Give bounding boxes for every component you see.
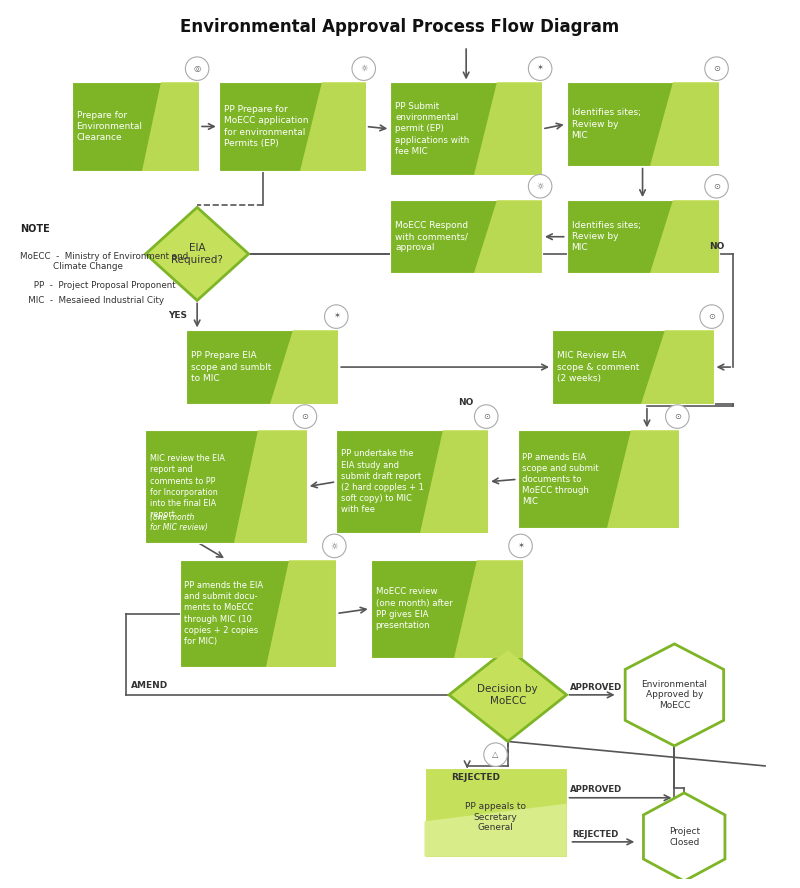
Text: MIC Review EIA
scope & comment
(2 weeks): MIC Review EIA scope & comment (2 weeks) <box>557 352 639 383</box>
Circle shape <box>322 535 346 558</box>
Text: APPROVED: APPROVED <box>570 683 622 692</box>
Text: Prepare for
Environmental
Clearance: Prepare for Environmental Clearance <box>77 111 142 142</box>
Polygon shape <box>650 83 718 166</box>
Text: REJECTED: REJECTED <box>573 829 619 838</box>
Circle shape <box>509 535 532 558</box>
FancyBboxPatch shape <box>566 83 718 166</box>
Text: MIC review the EIA
report and
comments to PP
for Incorporation
into the final EI: MIC review the EIA report and comments t… <box>150 455 225 519</box>
Polygon shape <box>625 644 724 746</box>
Circle shape <box>293 405 317 428</box>
FancyBboxPatch shape <box>390 200 542 274</box>
Polygon shape <box>449 648 566 741</box>
Text: Environmental
Approved by
MoECC: Environmental Approved by MoECC <box>642 680 707 710</box>
Text: AMEND: AMEND <box>130 680 168 690</box>
Polygon shape <box>234 431 307 543</box>
FancyBboxPatch shape <box>336 431 488 533</box>
Circle shape <box>484 743 507 766</box>
Circle shape <box>528 175 552 198</box>
Text: Identifies sites;
Review by
MIC: Identifies sites; Review by MIC <box>571 221 641 252</box>
FancyBboxPatch shape <box>370 559 522 658</box>
Text: ⊙: ⊙ <box>674 412 681 421</box>
Polygon shape <box>643 793 725 881</box>
Text: △: △ <box>492 750 499 759</box>
Circle shape <box>700 305 723 329</box>
Polygon shape <box>142 83 199 170</box>
FancyBboxPatch shape <box>518 431 679 528</box>
Text: ☼: ☼ <box>330 542 338 551</box>
Text: PP Submit
environmental
permit (EP)
applications with
fee MIC: PP Submit environmental permit (EP) appl… <box>395 102 470 155</box>
FancyBboxPatch shape <box>146 431 307 543</box>
Text: ⊙: ⊙ <box>713 64 720 73</box>
Text: NOTE: NOTE <box>20 225 50 234</box>
Circle shape <box>186 57 209 81</box>
Circle shape <box>325 305 348 329</box>
Text: PP undertake the
EIA study and
submit draft report
(2 hard copples + 1
soft copy: PP undertake the EIA study and submit dr… <box>341 449 424 514</box>
FancyBboxPatch shape <box>218 83 366 170</box>
FancyBboxPatch shape <box>552 330 714 404</box>
Polygon shape <box>454 559 522 658</box>
Polygon shape <box>146 207 249 300</box>
Text: ⊙: ⊙ <box>302 412 309 421</box>
Text: ✶: ✶ <box>517 542 524 551</box>
Text: NO: NO <box>709 242 724 250</box>
Text: ⊙: ⊙ <box>482 412 490 421</box>
Text: ✶: ✶ <box>333 312 340 321</box>
Text: Identifies sites;
Review by
MIC: Identifies sites; Review by MIC <box>571 108 641 139</box>
Text: PP Prepare for
MoECC application
for environmental
Permits (EP): PP Prepare for MoECC application for env… <box>224 106 308 147</box>
Polygon shape <box>270 330 338 404</box>
FancyBboxPatch shape <box>179 559 336 668</box>
Text: Environmental Approval Process Flow Diagram: Environmental Approval Process Flow Diag… <box>180 18 620 36</box>
Text: ⊙: ⊙ <box>708 312 715 321</box>
Text: APPROVED: APPROVED <box>570 786 622 795</box>
Text: MoECC Respond
with comments/
approval: MoECC Respond with comments/ approval <box>395 221 468 252</box>
Text: ✶: ✶ <box>537 64 544 73</box>
Text: REJECTED: REJECTED <box>451 773 500 782</box>
Text: EIA
Required?: EIA Required? <box>171 243 223 265</box>
Polygon shape <box>650 200 718 274</box>
FancyBboxPatch shape <box>72 83 199 170</box>
FancyBboxPatch shape <box>566 200 718 274</box>
FancyBboxPatch shape <box>390 83 542 176</box>
Polygon shape <box>425 804 566 857</box>
Circle shape <box>666 405 689 428</box>
Text: MoECC  -  Ministry of Environment and
            Climate Change: MoECC - Ministry of Environment and Clim… <box>20 252 188 272</box>
Text: Decision by
MoECC: Decision by MoECC <box>478 684 538 706</box>
FancyBboxPatch shape <box>186 330 338 404</box>
Polygon shape <box>474 83 542 176</box>
Text: PP Prepare EIA
scope and sumblt
to MIC: PP Prepare EIA scope and sumblt to MIC <box>191 352 272 383</box>
Polygon shape <box>474 200 542 274</box>
Text: Project
Closed: Project Closed <box>669 828 700 846</box>
Polygon shape <box>299 83 366 170</box>
Polygon shape <box>266 559 336 668</box>
Polygon shape <box>420 431 488 533</box>
Circle shape <box>352 57 375 81</box>
Text: PP  -  Project Proposal Proponent: PP - Project Proposal Proponent <box>20 281 175 290</box>
Text: PP appeals to
Secretary
General: PP appeals to Secretary General <box>465 803 526 832</box>
Circle shape <box>528 57 552 81</box>
Text: ☼: ☼ <box>536 182 544 191</box>
Polygon shape <box>641 330 714 404</box>
FancyBboxPatch shape <box>425 768 566 857</box>
Text: ☼: ☼ <box>360 64 367 73</box>
Text: PP amends EIA
scope and submit
documents to
MoECC through
MIC: PP amends EIA scope and submit documents… <box>522 453 599 506</box>
Text: PP amends the EIA
and submit docu-
ments to MoECC
through MIC (10
copies + 2 cop: PP amends the EIA and submit docu- ments… <box>184 582 263 646</box>
Circle shape <box>705 175 728 198</box>
Circle shape <box>705 57 728 81</box>
Text: MIC  -  Mesaieed Industrial City: MIC - Mesaieed Industrial City <box>20 296 164 305</box>
Circle shape <box>474 405 498 428</box>
Text: ⊙: ⊙ <box>713 182 720 191</box>
Text: MoECC review
(one month) after
PP gives EIA
presentation: MoECC review (one month) after PP gives … <box>375 588 452 630</box>
Text: (one month
for MIC review): (one month for MIC review) <box>150 513 208 533</box>
Text: ◎: ◎ <box>194 64 201 73</box>
Text: NO: NO <box>458 399 473 408</box>
Polygon shape <box>606 431 679 528</box>
Text: YES: YES <box>168 311 186 320</box>
